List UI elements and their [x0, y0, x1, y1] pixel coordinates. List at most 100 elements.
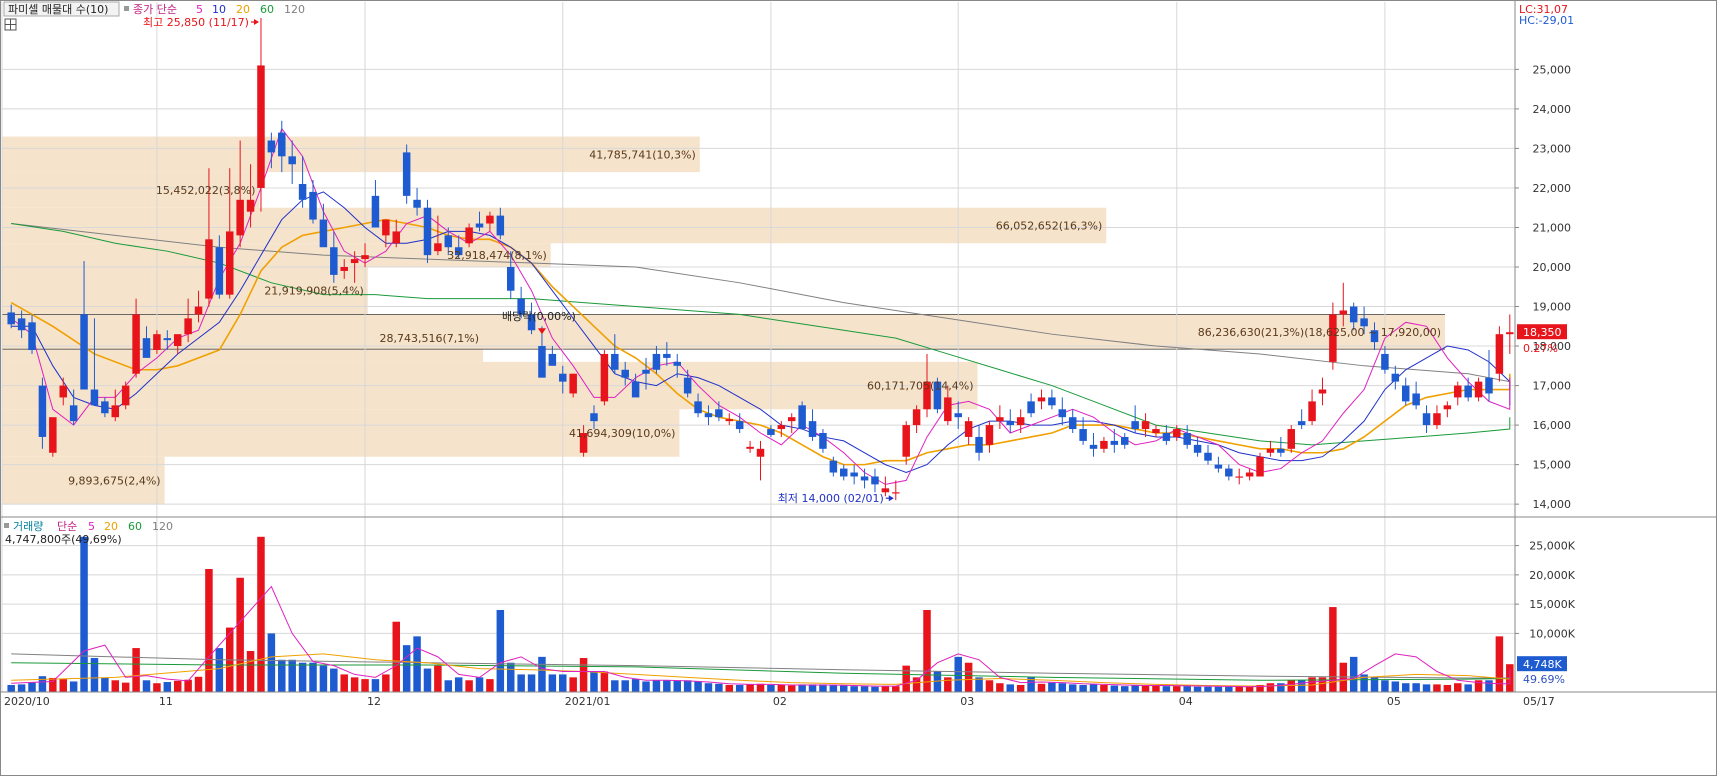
candlestick-series[interactable] — [7, 18, 1514, 501]
volume-bar[interactable] — [1225, 686, 1233, 692]
candle-body[interactable] — [1162, 433, 1171, 441]
volume-bar[interactable] — [153, 683, 161, 692]
candle-body[interactable] — [621, 369, 629, 378]
candle-body[interactable] — [756, 448, 765, 457]
volume-bar[interactable] — [725, 684, 734, 692]
volume-bar[interactable] — [267, 633, 276, 692]
volume-bar[interactable] — [142, 680, 151, 692]
volume-bar[interactable] — [454, 677, 463, 692]
volume-bar[interactable] — [59, 679, 67, 692]
volume-bar[interactable] — [871, 686, 879, 692]
candle-body[interactable] — [1266, 448, 1275, 453]
volume-bar[interactable] — [1079, 684, 1087, 692]
volume-bar[interactable] — [590, 671, 598, 693]
volume-bar[interactable] — [1287, 680, 1295, 692]
volume-bar[interactable] — [1245, 686, 1254, 692]
candle-body[interactable] — [1339, 310, 1348, 315]
volume-bar[interactable] — [527, 674, 536, 692]
candle-body[interactable] — [413, 199, 421, 208]
candle-body[interactable] — [517, 298, 525, 315]
volume-bar[interactable] — [829, 684, 838, 692]
candle-body[interactable] — [933, 381, 942, 410]
candle-body[interactable] — [340, 267, 348, 271]
volume-bar[interactable] — [1495, 636, 1504, 692]
candle-body[interactable] — [1349, 306, 1358, 323]
candle-body[interactable] — [881, 488, 890, 493]
volume-bar[interactable] — [194, 676, 203, 692]
candle-body[interactable] — [465, 227, 473, 244]
candle-body[interactable] — [548, 353, 557, 366]
candle-body[interactable] — [1495, 334, 1504, 374]
volume-bar[interactable] — [1058, 683, 1067, 692]
candle-body[interactable] — [28, 322, 36, 350]
volume-bar[interactable] — [538, 656, 546, 692]
volume-bar[interactable] — [1110, 685, 1119, 692]
candle-body[interactable] — [1318, 389, 1327, 394]
candle-body[interactable] — [17, 318, 26, 331]
candle-body[interactable] — [298, 184, 307, 200]
candle-body[interactable] — [590, 413, 598, 422]
candle-body[interactable] — [663, 353, 671, 358]
volume-bar[interactable] — [184, 679, 192, 692]
candle-body[interactable] — [382, 219, 390, 236]
candle-body[interactable] — [1193, 444, 1202, 453]
candle-body[interactable] — [1256, 456, 1264, 477]
candle-body[interactable] — [163, 338, 172, 341]
volume-bar[interactable] — [1235, 686, 1243, 692]
candle-body[interactable] — [1235, 476, 1243, 478]
candle-body[interactable] — [215, 247, 224, 295]
candle-body[interactable] — [954, 413, 962, 418]
volume-bar[interactable] — [954, 656, 962, 692]
volume-bar[interactable] — [173, 680, 182, 692]
volume-bar[interactable] — [704, 683, 713, 692]
volume-bar[interactable] — [28, 682, 36, 692]
candle-body[interactable] — [944, 397, 952, 422]
volume-bar[interactable] — [111, 680, 120, 692]
candle-body[interactable] — [1360, 318, 1368, 327]
candle-body[interactable] — [38, 385, 47, 437]
volume-bar[interactable] — [1485, 680, 1493, 692]
candle-body[interactable] — [423, 207, 432, 256]
candle-body[interactable] — [704, 413, 713, 418]
volume-bar[interactable] — [1152, 685, 1160, 692]
candle-body[interactable] — [1079, 429, 1087, 441]
volume-bar[interactable] — [517, 674, 525, 692]
candle-body[interactable] — [694, 401, 702, 414]
volume-bar[interactable] — [600, 671, 609, 693]
candle-body[interactable] — [80, 314, 88, 390]
volume-bar[interactable] — [49, 677, 57, 692]
candle-body[interactable] — [1058, 409, 1067, 418]
candle-body[interactable] — [559, 373, 567, 382]
candle-body[interactable] — [454, 247, 463, 256]
volume-bar[interactable] — [912, 677, 921, 692]
volume-bar[interactable] — [319, 665, 328, 692]
volume-bar[interactable] — [392, 621, 401, 692]
volume-bars[interactable] — [7, 536, 1514, 693]
volume-bar[interactable] — [465, 680, 473, 692]
volume-bar[interactable] — [475, 677, 484, 692]
candle-body[interactable] — [1381, 353, 1389, 370]
volume-bar[interactable] — [923, 610, 931, 692]
volume-bar[interactable] — [1256, 684, 1264, 692]
volume-bar[interactable] — [7, 684, 15, 692]
volume-bar[interactable] — [996, 683, 1004, 692]
volume-bar[interactable] — [777, 684, 786, 692]
volume-bar[interactable] — [121, 682, 130, 692]
candle-body[interactable] — [1401, 385, 1410, 402]
volume-bar[interactable] — [985, 680, 994, 692]
volume-bar[interactable] — [1349, 656, 1358, 692]
volume-bar[interactable] — [309, 662, 317, 692]
candle-body[interactable] — [871, 476, 879, 485]
volume-bar[interactable] — [434, 665, 442, 692]
candle-body[interactable] — [1329, 314, 1337, 362]
title-box[interactable] — [3, 1, 120, 17]
candle-body[interactable] — [1443, 405, 1452, 410]
candle-body[interactable] — [787, 417, 796, 422]
volume-bar[interactable] — [1183, 686, 1191, 692]
candle-body[interactable] — [600, 353, 609, 402]
volume-bar[interactable] — [652, 680, 661, 692]
volume-bar[interactable] — [1464, 684, 1472, 692]
volume-bar[interactable] — [330, 668, 338, 692]
volume-bar[interactable] — [1454, 683, 1462, 692]
candle-body[interactable] — [350, 259, 359, 264]
